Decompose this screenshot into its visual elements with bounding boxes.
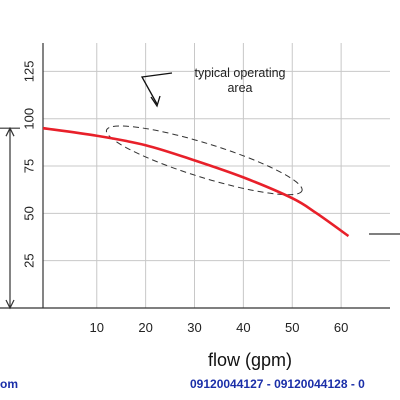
x-tick-labels: 10 20 30 40 50 60 — [90, 320, 349, 335]
annotation-arrow — [140, 72, 173, 105]
operating-area-annotation: typical operating area — [140, 66, 286, 108]
y-tick-label: 75 — [21, 159, 36, 173]
y-tick-label: 50 — [21, 206, 36, 220]
operating-area-ellipse — [105, 125, 303, 196]
y-tick-label: 100 — [21, 108, 36, 130]
footer-phone-numbers: 09120044127 - 09120044128 - 0 — [190, 377, 365, 391]
x-tick-label: 60 — [334, 320, 348, 335]
marker-arrow-down — [5, 299, 15, 310]
y-tick-label: 125 — [21, 61, 36, 83]
x-tick-label: 50 — [285, 320, 299, 335]
annotation-line-2: area — [227, 81, 252, 95]
y-tick-label: 25 — [21, 253, 36, 267]
annotation-line-1: typical operating — [194, 66, 285, 80]
x-tick-label: 20 — [138, 320, 152, 335]
left-range-marker — [0, 126, 43, 310]
marker-arrow-up — [5, 126, 15, 137]
x-tick-label: 40 — [236, 320, 250, 335]
grid-lines — [43, 43, 390, 308]
annotation-arrowhead — [150, 95, 161, 108]
x-tick-label: 10 — [90, 320, 104, 335]
performance-curve-line — [42, 126, 350, 238]
x-tick-label: 30 — [187, 320, 201, 335]
footer-website-text: om — [0, 377, 18, 391]
y-tick-labels: 25 50 75 100 125 — [21, 61, 36, 268]
x-axis-label: flow (gpm) — [208, 350, 292, 370]
